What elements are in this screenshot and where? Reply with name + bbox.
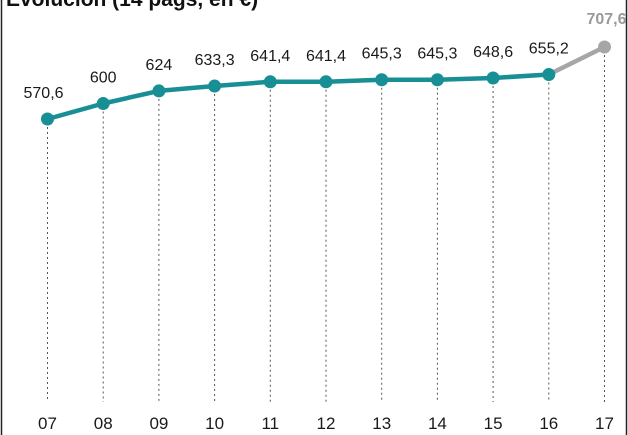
value-label-12: 641,4 <box>306 48 346 65</box>
data-point-11 <box>263 75 277 89</box>
x-tick-label-17: 17 <box>595 414 614 433</box>
data-point-15 <box>486 71 500 85</box>
value-label-09: 624 <box>146 57 173 74</box>
value-label-07: 570,6 <box>24 85 64 102</box>
value-label-08: 600 <box>90 70 117 87</box>
value-label-16: 655,2 <box>529 41 569 58</box>
x-tick-label-10: 10 <box>205 414 224 433</box>
x-tick-label-12: 12 <box>317 414 336 433</box>
x-tick-label-16: 16 <box>539 414 558 433</box>
x-tick-label-11: 11 <box>261 414 279 433</box>
x-tick-label-13: 13 <box>372 414 391 433</box>
series-last-segment <box>546 44 607 77</box>
x-tick-label-15: 15 <box>484 414 503 433</box>
data-point-16 <box>542 68 556 82</box>
x-tick-label-09: 09 <box>149 414 168 433</box>
value-label-13: 645,3 <box>362 46 402 63</box>
value-label-11: 641,4 <box>250 48 290 65</box>
data-point-13 <box>375 73 389 87</box>
data-point-14 <box>430 73 444 87</box>
value-label-10: 633,3 <box>195 52 235 69</box>
data-point-10 <box>208 79 222 93</box>
data-point-12 <box>319 75 333 89</box>
x-tick-label-07: 07 <box>38 414 57 433</box>
data-point-07 <box>41 112 54 126</box>
data-point-09 <box>152 84 166 98</box>
value-label-17: 707,6 <box>586 11 626 28</box>
data-point-08 <box>96 97 110 111</box>
value-label-14: 645,3 <box>417 46 457 63</box>
value-label-15: 648,6 <box>473 44 513 61</box>
x-tick-label-14: 14 <box>428 414 447 433</box>
x-tick-label-08: 08 <box>94 414 113 433</box>
data-point-17 <box>598 40 611 54</box>
series-line <box>45 72 552 122</box>
chart-title: Evolución (14 págs, en €) <box>6 0 258 12</box>
